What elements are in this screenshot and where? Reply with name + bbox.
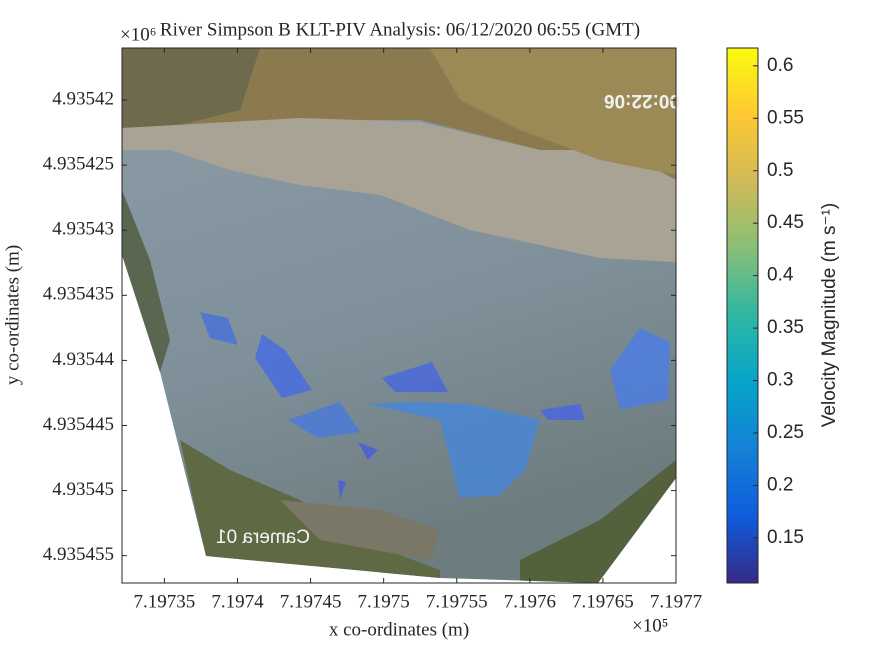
colorbar-tick-label: 0.45 (767, 212, 804, 233)
colorbar: Velocity Magnitude (m s⁻¹) 0.15 0.2 0.25 0.… (726, 47, 840, 584)
x-tick-label: 7.1974 (211, 591, 264, 612)
colorbar-ramp (726, 47, 759, 584)
x-tick-label: 7.19755 (426, 591, 488, 612)
x-tick-label: 7.1975 (358, 591, 410, 612)
y-tick-label: 4.935425 (43, 154, 114, 175)
y-axis-label: y co-ordinates (m) (2, 245, 23, 385)
x-tick-label: 7.19745 (280, 591, 342, 612)
colorbar-tick-label: 0.4 (767, 265, 794, 286)
y-tick-label: 4.93544 (52, 349, 114, 370)
y-tick-label: 4.93545 (52, 479, 114, 500)
y-exponent: ×10⁶ (120, 24, 156, 45)
x-axis-label: x co-ordinates (m) (329, 619, 469, 640)
x-tick-label: 7.19765 (572, 591, 634, 612)
x-tick-label: 7.19735 (134, 591, 196, 612)
colorbar-tick-label: 0.15 (767, 527, 804, 548)
y-tick-label: 4.935445 (43, 414, 114, 435)
background-photo (122, 48, 676, 583)
y-tick-label: 4.935455 (43, 544, 114, 565)
y-tick-label: 4.93542 (52, 88, 114, 109)
y-tick-label: 4.935435 (43, 284, 114, 305)
colorbar-tick-label: 0.25 (767, 422, 804, 443)
colorbar-tick-label: 0.2 (767, 474, 793, 495)
colorbar-tick-label: 0.6 (767, 55, 793, 76)
video-timestamp: 00:22:06 (604, 90, 680, 111)
chart-title: River Simpson B KLT-PIV Analysis: 06/12/… (160, 19, 640, 40)
colorbar-tick-label: 0.55 (767, 107, 804, 128)
y-tick-label: 4.93543 (52, 219, 114, 240)
colorbar-tick-label: 0.3 (767, 370, 793, 391)
camera-label: Camera 01 (216, 527, 310, 548)
x-tick-label: 7.1977 (650, 591, 702, 612)
colorbar-tick-label: 0.35 (767, 317, 804, 338)
x-tick-label: 7.1976 (504, 591, 556, 612)
colorbar-label: Velocity Magnitude (m s⁻¹) (819, 203, 840, 427)
x-exponent: ×10⁵ (632, 615, 668, 636)
axes-box (121, 47, 677, 584)
colorbar-tick-label: 0.5 (767, 160, 793, 181)
